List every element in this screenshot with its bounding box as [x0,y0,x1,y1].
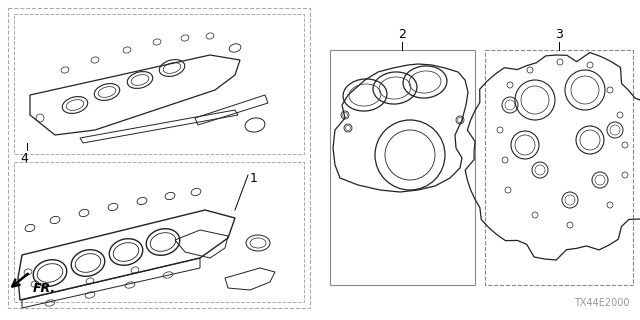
Bar [14,14,304,154]
Bar [14,162,304,302]
Text: 2: 2 [398,28,406,41]
Text: 1: 1 [250,172,258,185]
Text: FR.: FR. [33,282,56,294]
Bar [485,50,633,285]
Bar [330,50,475,285]
Text: 4: 4 [20,152,28,165]
Bar [8,8,310,308]
Text: TX44E2000: TX44E2000 [575,298,630,308]
Text: 3: 3 [555,28,563,41]
